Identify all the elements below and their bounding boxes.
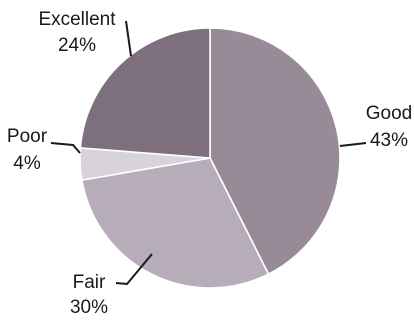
pie-slice-fair xyxy=(81,157,270,289)
slice-value-excellent: 24% xyxy=(58,35,96,56)
leader-line-fair xyxy=(115,253,153,286)
slice-value-good: 43% xyxy=(370,130,408,151)
slice-label-good: Good xyxy=(366,103,412,124)
leader-line-good xyxy=(339,142,367,147)
slice-label-fair: Fair xyxy=(73,272,106,293)
leader-line-excellent xyxy=(125,20,132,57)
pie-slices xyxy=(79,27,341,289)
slice-value-poor: 4% xyxy=(13,153,41,174)
leader-line-poor xyxy=(50,142,81,154)
slice-value-fair: 30% xyxy=(70,297,108,318)
pie-slice-excellent xyxy=(79,27,211,159)
slice-label-excellent: Excellent xyxy=(38,9,116,30)
slice-label-poor: Poor xyxy=(7,126,48,147)
pie-slice-good xyxy=(209,27,341,275)
